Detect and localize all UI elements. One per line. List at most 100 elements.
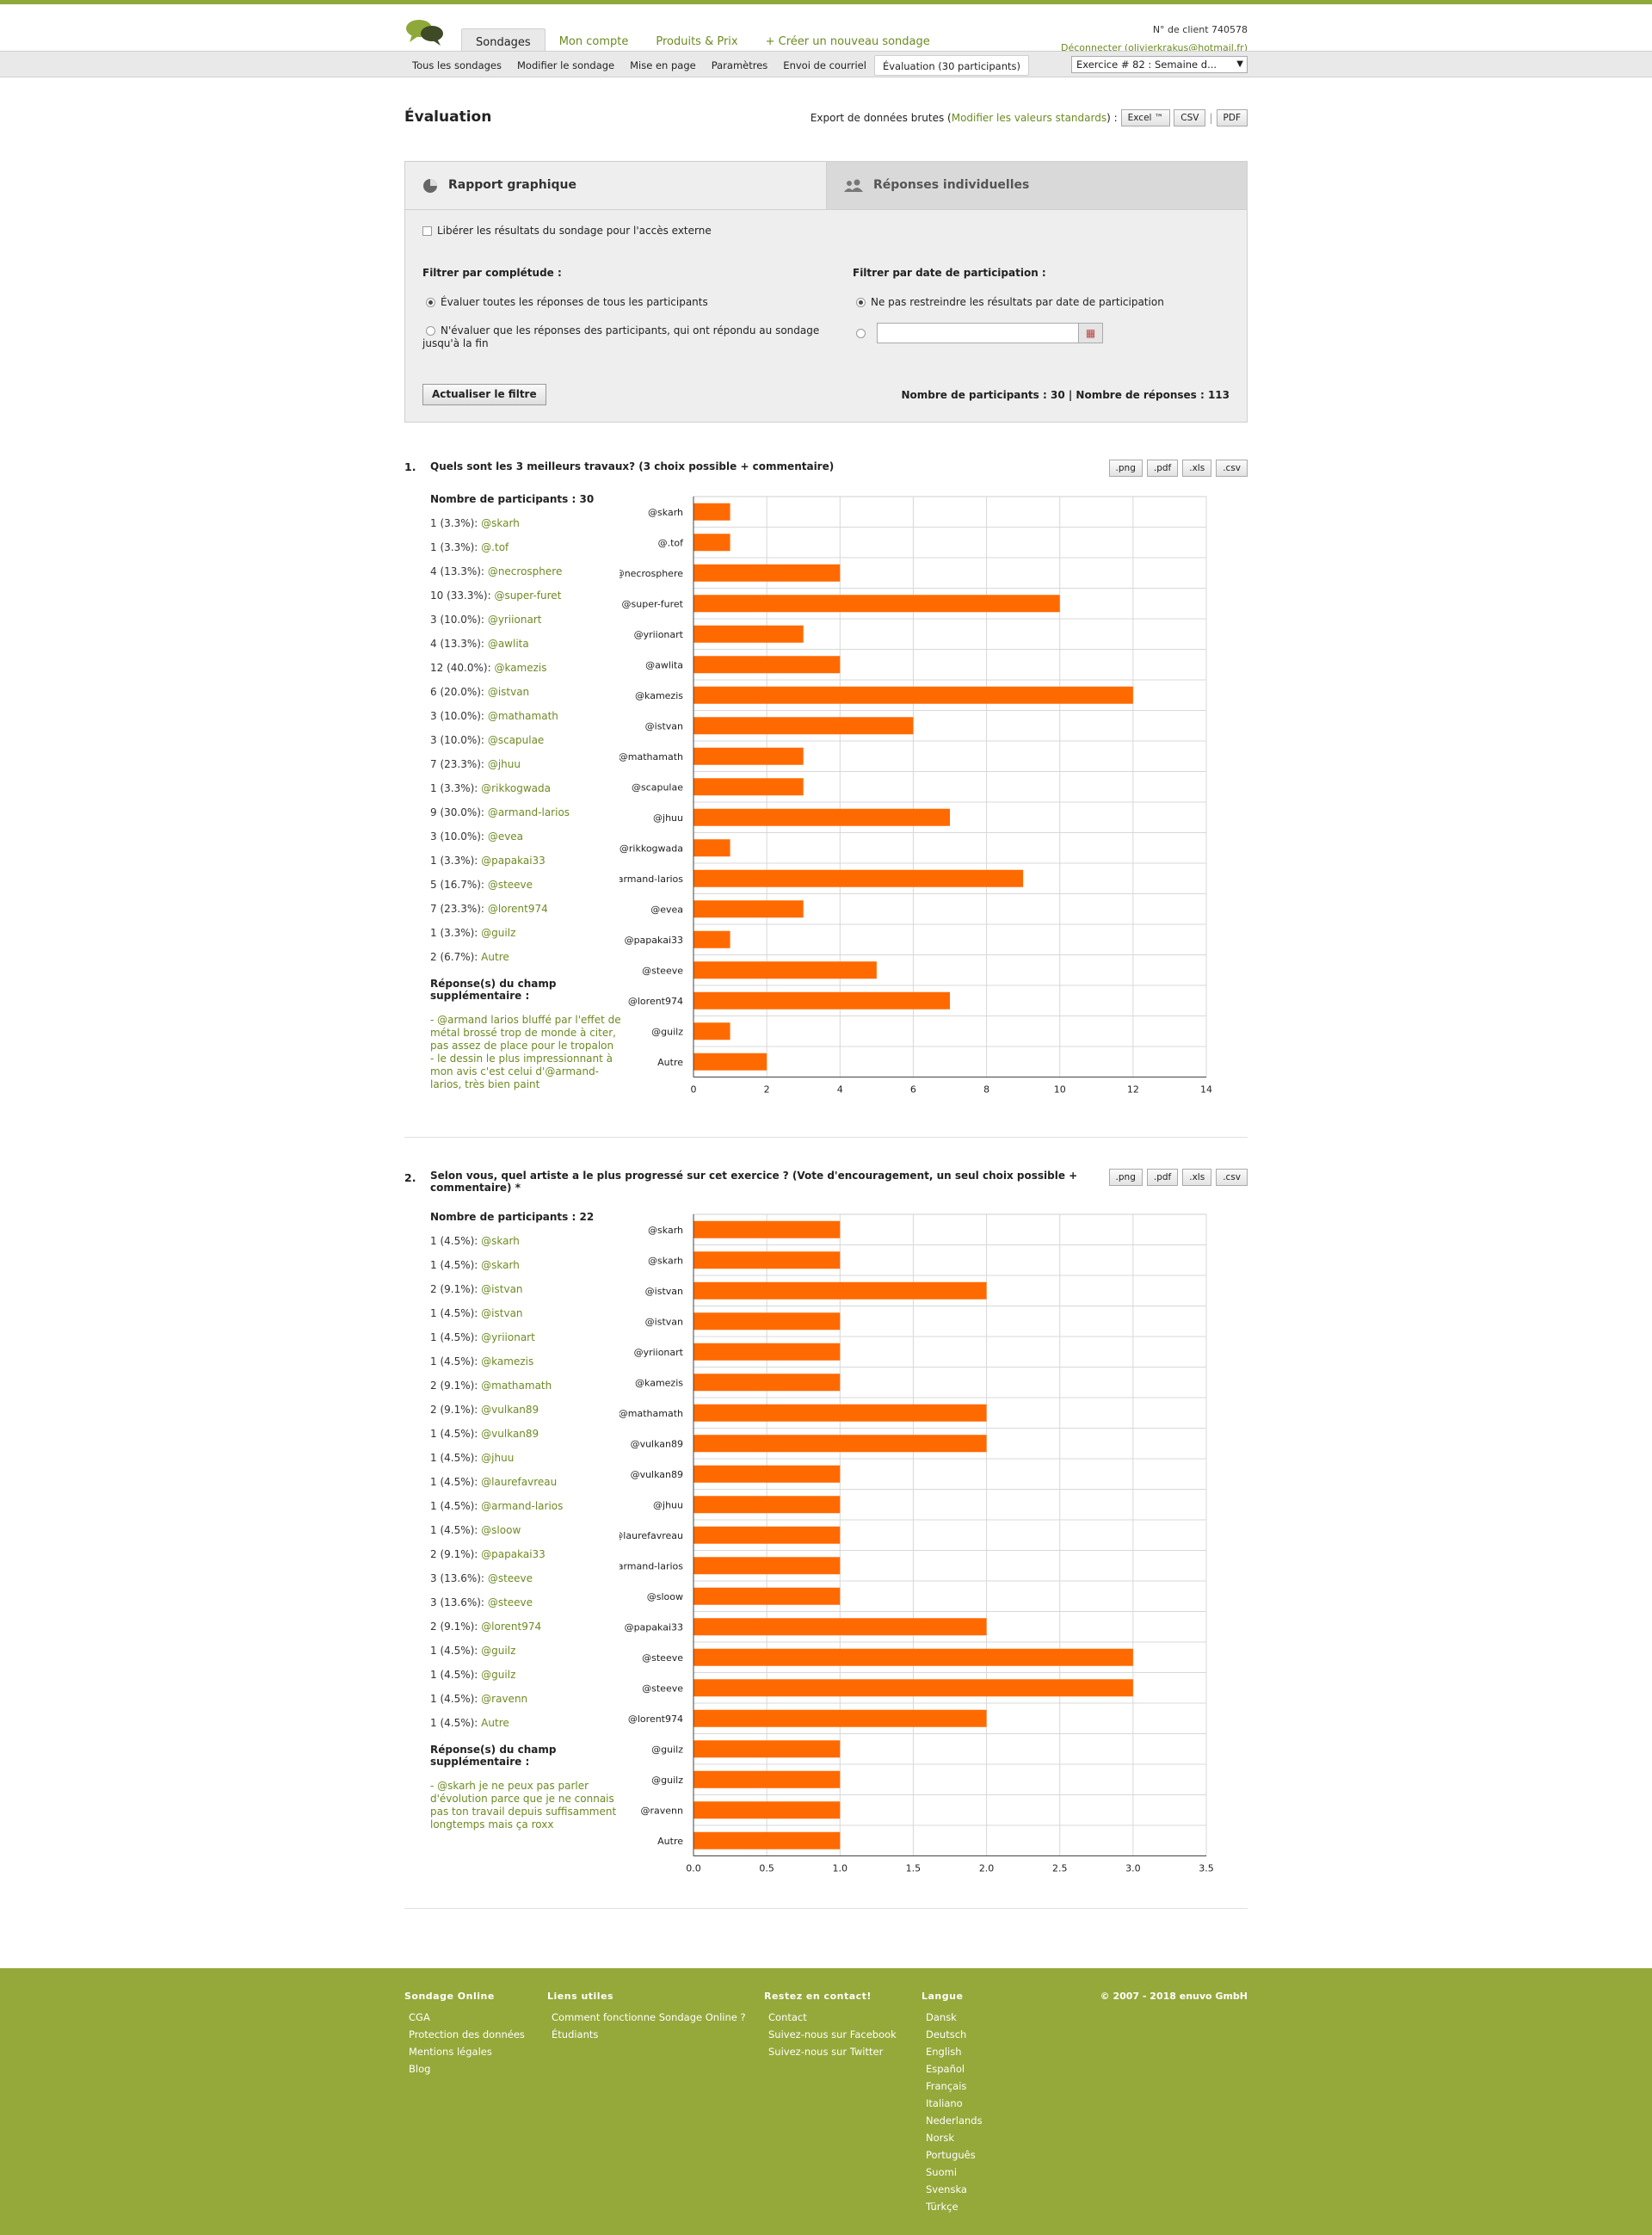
result-label: @kamezis [494, 662, 547, 674]
users-icon [844, 179, 863, 192]
export-csv-button[interactable]: .csv [1216, 460, 1248, 477]
language-link[interactable]: Svenska [926, 2183, 967, 2195]
y-category-label: @laurefavreau [620, 1530, 683, 1541]
page-title: Évaluation [404, 108, 492, 126]
result-row: 1 (4.5%): @sloow [430, 1524, 628, 1548]
export-pdf-button[interactable]: .pdf [1146, 1169, 1179, 1186]
footer-link[interactable]: Mentions légales [409, 2046, 492, 2058]
update-filter-button[interactable]: Actualiser le filtre [422, 384, 546, 405]
export-png-button[interactable]: .png [1108, 1169, 1143, 1186]
subtab-edit-survey[interactable]: Modifier le sondage [517, 59, 615, 71]
comment-text: - @skarh je ne peux pas parler d'évoluti… [430, 1780, 617, 1831]
x-tick-label: 3.5 [1199, 1863, 1214, 1874]
language-link[interactable]: Norsk [926, 2132, 955, 2144]
export-pdf-button[interactable]: PDF [1216, 109, 1248, 127]
result-count: 1 (4.5%): [430, 1355, 478, 1368]
language-link[interactable]: Dansk [926, 2011, 957, 2023]
export-xls-button[interactable]: .xls [1182, 1169, 1212, 1186]
result-count: 1 (4.5%): [430, 1500, 478, 1512]
language-link[interactable]: Deutsch [926, 2028, 967, 2041]
release-results-checkbox[interactable] [422, 226, 432, 236]
language-link[interactable]: Italiano [926, 2097, 963, 2109]
exercise-select[interactable]: Exercice # 82 : Semaine d... ▼ [1071, 56, 1248, 73]
y-category-label: @papakai33 [625, 1621, 683, 1633]
subtab-settings[interactable]: Paramètres [711, 59, 768, 71]
export-csv-button[interactable]: CSV [1174, 109, 1206, 127]
logo-speech-bubbles-icon[interactable] [404, 17, 446, 48]
extra-comments: - @skarh je ne peux pas parler d'évoluti… [430, 1780, 624, 1831]
tab-individual-responses[interactable]: Réponses individuelles [826, 162, 1247, 209]
result-count: 1 (3.3%): [430, 782, 478, 794]
subtab-evaluation[interactable]: Évaluation (30 participants) [873, 55, 1029, 76]
footer-col-links: Liens utiles Comment fonctionne Sondage … [547, 1991, 746, 2043]
language-link[interactable]: Français [926, 2080, 967, 2092]
language-link[interactable]: Português [926, 2149, 976, 2161]
tab-graphical-report[interactable]: Rapport graphique [405, 162, 826, 209]
bar [693, 1281, 987, 1300]
option-all-radio[interactable] [426, 298, 435, 307]
bar [693, 1053, 767, 1071]
option-no-date-row: Ne pas restreindre les résultats par dat… [856, 296, 1164, 308]
result-count: 1 (4.5%): [430, 1452, 478, 1464]
subtab-all-surveys[interactable]: Tous les sondages [412, 59, 502, 71]
footer-link[interactable]: Suivez-nous sur Twitter [768, 2046, 884, 2058]
date-range-radio[interactable] [856, 329, 866, 338]
result-count: 2 (6.7%): [430, 951, 478, 963]
result-rows: 1 (3.3%): @skarh 1 (3.3%): @.tof 4 (13.3… [430, 517, 628, 975]
edit-defaults-link[interactable]: Modifier les valeurs standards [951, 112, 1107, 124]
result-label: @armand-larios [481, 1500, 564, 1512]
export-pdf-button[interactable]: .pdf [1146, 460, 1179, 477]
subtab-email[interactable]: Envoi de courriel [783, 59, 866, 71]
footer-link[interactable]: Blog [409, 2063, 431, 2075]
result-label: @mathamath [487, 710, 558, 722]
x-tick-label: 4 [837, 1084, 843, 1096]
x-tick-label: 14 [1200, 1084, 1212, 1096]
result-row: 12 (40.0%): @kamezis [430, 662, 628, 686]
tab-produits-prix[interactable]: Produits & Prix [656, 35, 738, 48]
result-label: @steeve [487, 1572, 533, 1584]
subtab-layout[interactable]: Mise en page [630, 59, 696, 71]
account-info: N° de client 740578 Déconnecter (olivier… [1061, 21, 1248, 57]
language-link[interactable]: Nederlands [926, 2115, 983, 2127]
calendar-icon[interactable]: ▦ [1078, 324, 1102, 343]
footer-link[interactable]: Protection des données [409, 2028, 525, 2041]
result-row: 1 (4.5%): @guilz [430, 1645, 628, 1669]
footer-link[interactable]: CGA [409, 2011, 430, 2023]
footer-link[interactable]: Étudiants [552, 2028, 599, 2041]
x-tick-label: 2 [764, 1084, 770, 1096]
option-no-date-radio[interactable] [856, 298, 866, 307]
result-label: @awlita [487, 638, 529, 650]
y-category-label: @skarh [648, 507, 683, 518]
y-category-label: @armand-larios [620, 874, 683, 885]
bar [693, 1770, 841, 1788]
result-count: 1 (3.3%): [430, 855, 478, 867]
export-xls-button[interactable]: .xls [1182, 460, 1212, 477]
x-tick-label: 10 [1054, 1084, 1066, 1096]
tab-create-survey[interactable]: + Créer un nouveau sondage [765, 35, 930, 48]
language-link[interactable]: English [926, 2046, 962, 2058]
language-link[interactable]: Türkçe [926, 2201, 959, 2213]
language-link[interactable]: Español [926, 2063, 965, 2075]
result-count: 12 (40.0%): [430, 662, 491, 674]
footer-link[interactable]: Comment fonctionne Sondage Online ? [552, 2011, 746, 2023]
tab-mon-compte[interactable]: Mon compte [558, 35, 629, 48]
y-category-label: @guilz [651, 1775, 683, 1786]
tab-sondages[interactable]: Sondages [461, 28, 546, 55]
result-row: 3 (10.0%): @mathamath [430, 710, 628, 734]
logout-link[interactable]: Déconnecter (olivierkrakus@hotmail.fr) [1061, 42, 1248, 53]
date-input[interactable]: ▦ [877, 323, 1103, 343]
footer-link[interactable]: Suivez-nous sur Facebook [768, 2028, 897, 2041]
result-label: @kamezis [481, 1355, 534, 1368]
footer-link[interactable]: Contact [768, 2011, 807, 2023]
result-label: @papakai33 [481, 855, 546, 867]
result-label: @vulkan89 [481, 1404, 539, 1416]
result-label: Autre [481, 951, 509, 963]
bar [693, 900, 804, 918]
language-link[interactable]: Suomi [926, 2166, 958, 2178]
option-complete-radio[interactable] [426, 326, 435, 336]
export-excel-button[interactable]: Excel ™ [1120, 109, 1171, 127]
export-png-button[interactable]: .png [1108, 460, 1143, 477]
bar [693, 961, 877, 979]
export-csv-button[interactable]: .csv [1216, 1169, 1248, 1186]
y-category-label: @skarh [648, 1225, 683, 1236]
